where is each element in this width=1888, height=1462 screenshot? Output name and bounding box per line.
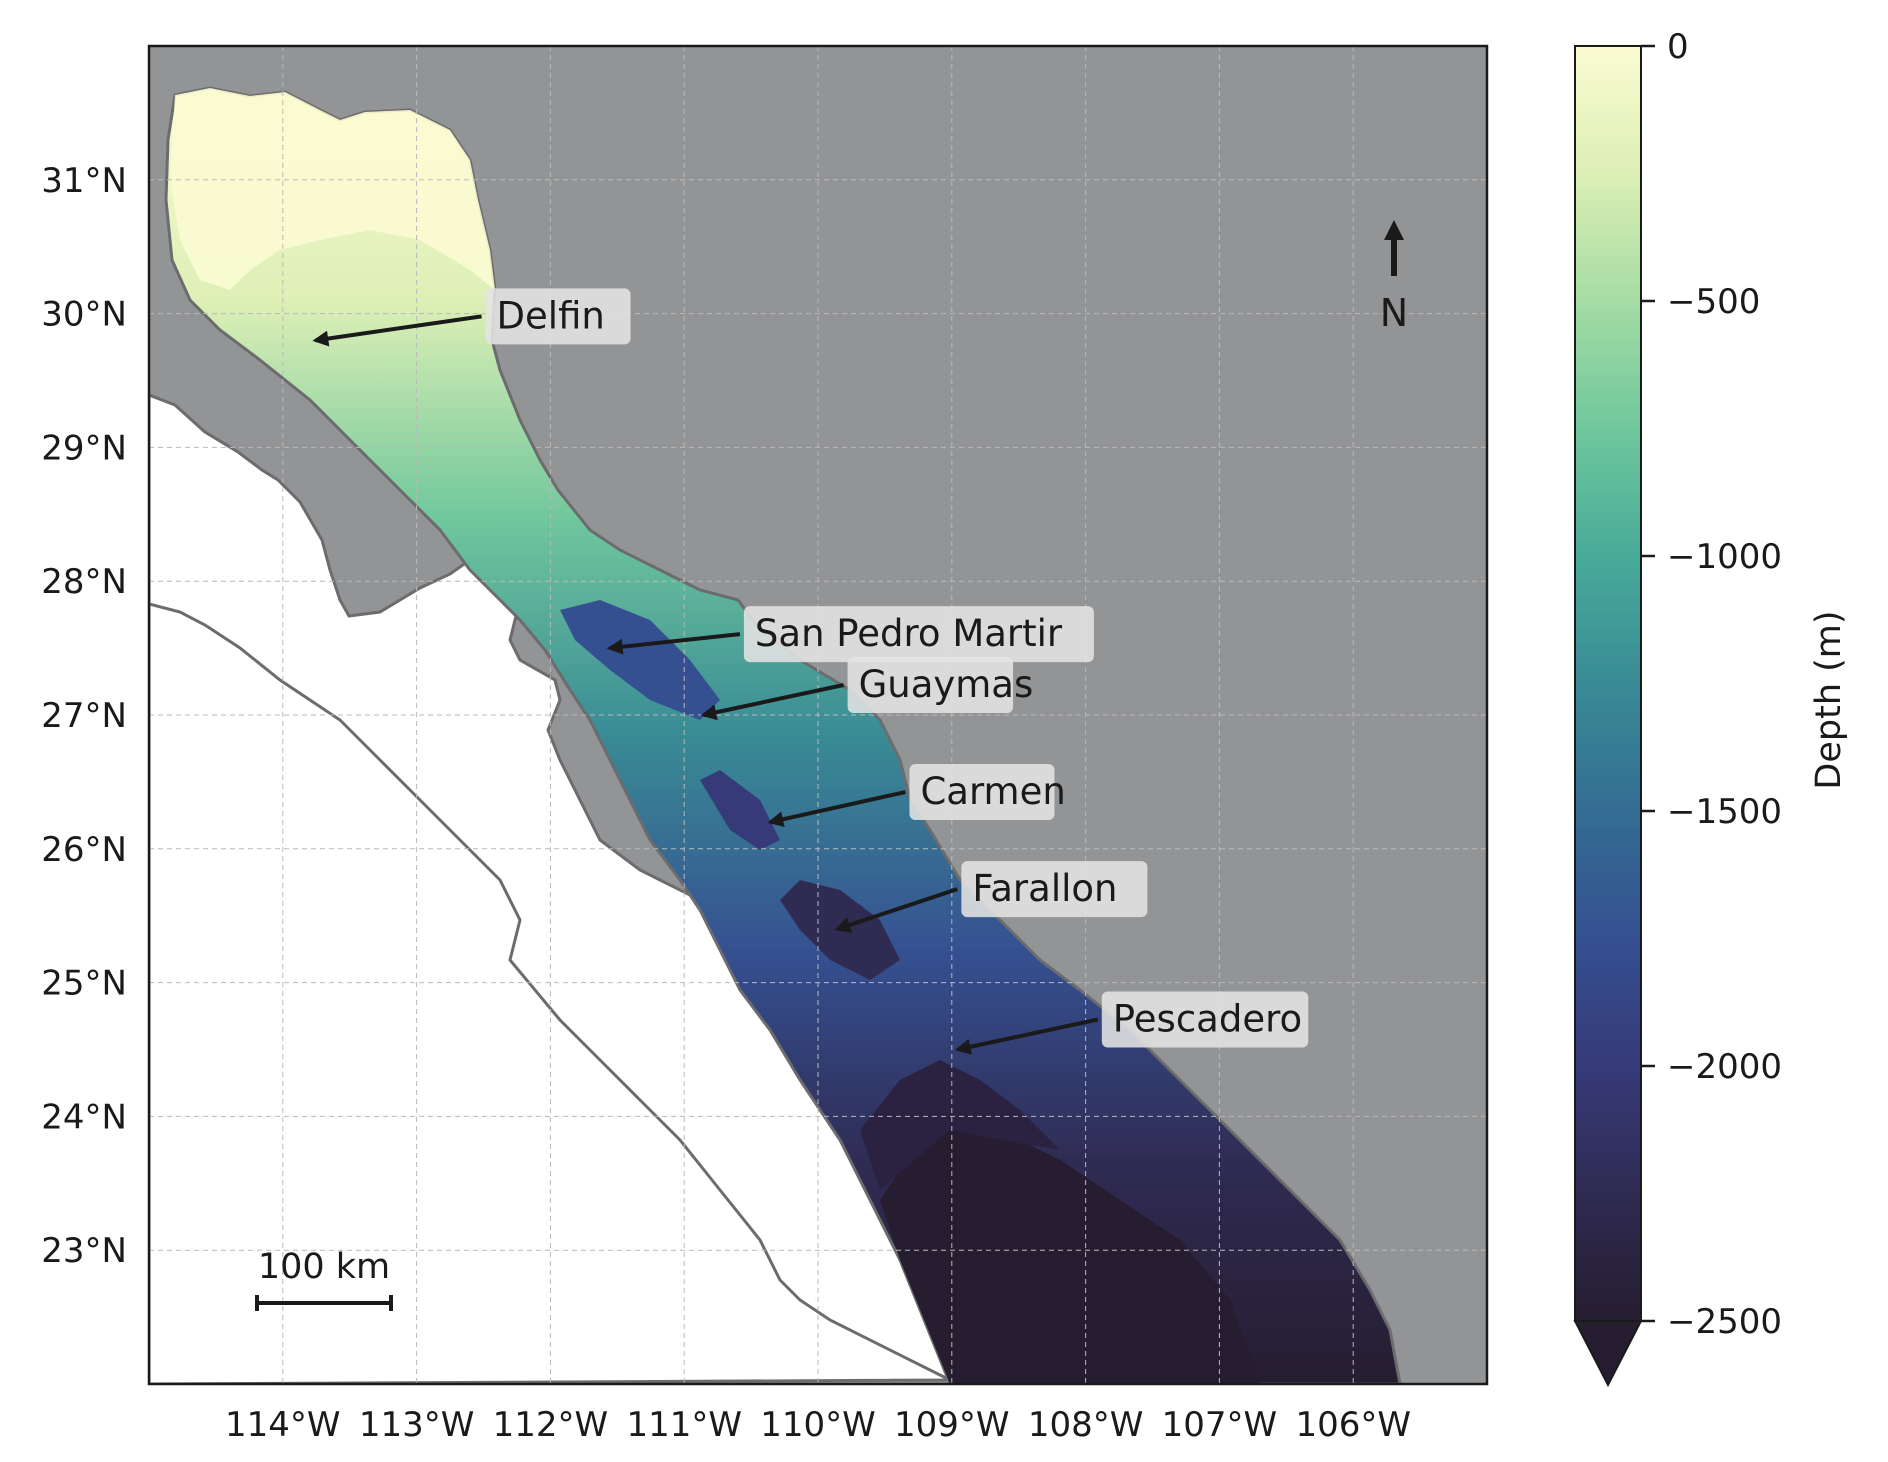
colorbar-tick-label: −2500 <box>1667 1302 1782 1342</box>
colorbar-tick-label: −1500 <box>1667 792 1782 832</box>
lat-tick-label: 26°N <box>41 830 127 870</box>
basin-label: Farallon <box>972 867 1117 910</box>
lon-tick-label: 108°W <box>1028 1405 1144 1445</box>
basin-arrow <box>834 887 959 933</box>
lat-tick-label: 27°N <box>41 696 127 736</box>
basin-arrow <box>767 790 906 828</box>
lat-tick-label: 31°N <box>41 161 127 201</box>
lat-tick-label: 23°N <box>41 1231 127 1271</box>
basin-arrow <box>954 1017 1099 1055</box>
lon-tick-label: 106°W <box>1295 1405 1411 1445</box>
map-panel <box>149 46 1487 1384</box>
lon-tick-label: 109°W <box>894 1405 1010 1445</box>
basin-label: San Pedro Martir <box>755 612 1063 655</box>
deep-water-south <box>880 1120 1260 1384</box>
basin-annotation: Guaymas <box>700 657 1034 721</box>
basin-label-box <box>743 606 1094 663</box>
basin-label-box <box>961 861 1148 918</box>
basin-arrow <box>700 683 844 721</box>
longitude-tick-labels: 114°W 113°W 112°W 111°W 110°W 109°W 108°W 107°W… <box>225 1405 1411 1445</box>
map-frame <box>147 44 1489 1386</box>
colorbar: 0 −500 −1000 −1500 −2000 −2500 Depth (m) <box>1573 27 1849 1388</box>
basin-label: Guaymas <box>859 663 1034 706</box>
basin-arrow <box>312 314 482 347</box>
lon-tick-label: 114°W <box>225 1405 341 1445</box>
lat-tick-label: 29°N <box>41 428 127 468</box>
deep-water-carmen <box>700 770 780 850</box>
lat-tick-label: 28°N <box>41 562 127 602</box>
basin-label: Delfin <box>497 294 605 337</box>
colorbar-tick-label: −500 <box>1667 282 1760 322</box>
basin-label-box <box>1101 991 1309 1048</box>
latitude-tick-labels: 31°N 30°N 29°N 28°N 27°N 26°N 25°N 24°N 23°N <box>41 161 127 1271</box>
north-arrow-icon <box>1384 220 1404 240</box>
lat-tick-label: 24°N <box>41 1097 127 1137</box>
colorbar-label: Depth (m) <box>1809 610 1849 789</box>
basin-label: Carmen <box>920 770 1065 813</box>
basin-annotations: Delfin San Pedro Martir Guaymas Carmen Faral… <box>312 288 1309 1055</box>
basin-arrow <box>606 632 741 655</box>
lon-tick-label: 107°W <box>1162 1405 1278 1445</box>
colorbar-tick-label: −1000 <box>1667 537 1782 577</box>
colorbar-gradient <box>1574 45 1642 1322</box>
lon-tick-label: 111°W <box>626 1405 742 1445</box>
basin-label-box <box>847 657 1014 713</box>
basin-annotation: San Pedro Martir <box>606 606 1094 663</box>
lat-tick-label: 30°N <box>41 295 127 335</box>
lon-tick-label: 110°W <box>760 1405 876 1445</box>
basin-annotation: Pescadero <box>954 991 1309 1055</box>
basin-label-box <box>909 764 1055 821</box>
basin-label-box <box>485 288 631 345</box>
north-arrow: N <box>1380 220 1408 335</box>
deep-water-guaymas <box>560 600 720 720</box>
lon-tick-label: 113°W <box>359 1405 475 1445</box>
colorbar-ticks: 0 −500 −1000 −1500 −2000 −2500 <box>1641 27 1782 1342</box>
basin-annotation: Farallon <box>834 861 1148 933</box>
lon-tick-label: 112°W <box>493 1405 609 1445</box>
shallow-shelf-north <box>170 88 495 290</box>
colorbar-tick-label: −2000 <box>1667 1047 1782 1087</box>
gridlines <box>149 46 1487 1384</box>
north-arrow-label: N <box>1380 291 1408 335</box>
basin-annotation: Carmen <box>767 764 1066 828</box>
deep-water-pescadero <box>860 1060 1060 1190</box>
scale-bar-label: 100 km <box>258 1247 390 1287</box>
basin-label: Pescadero <box>1113 998 1302 1041</box>
basin-annotation: Delfin <box>312 288 631 347</box>
colorbar-extend-triangle <box>1573 1320 1643 1388</box>
colorbar-tick-label: 0 <box>1667 27 1689 67</box>
lat-tick-label: 25°N <box>41 964 127 1004</box>
scale-bar: 100 km <box>255 1247 393 1311</box>
